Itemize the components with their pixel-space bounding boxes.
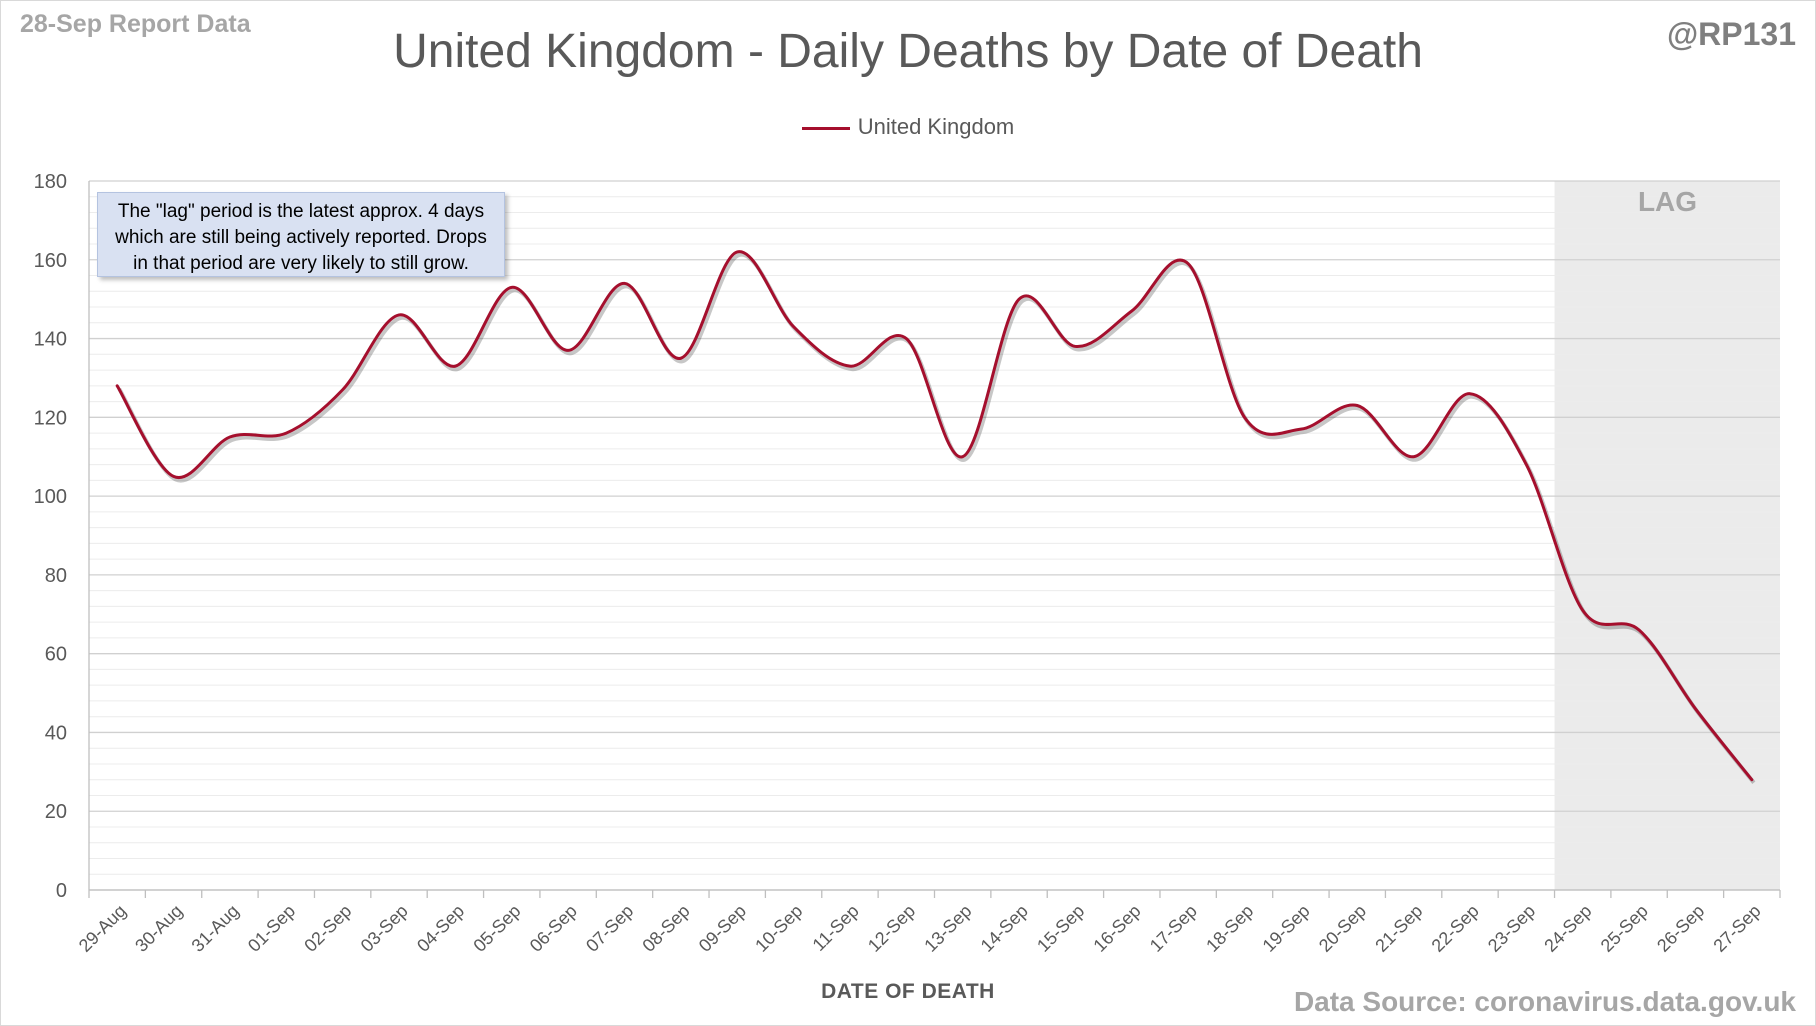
y-tick-label: 140	[34, 329, 67, 351]
x-axis-label: DATE OF DEATH	[821, 980, 995, 1003]
report-date-label: 28-Sep Report Data	[20, 10, 251, 38]
x-tick-label: 14-Sep	[977, 901, 1032, 956]
y-tick-label: 80	[45, 565, 67, 587]
x-tick-label: 10-Sep	[751, 901, 806, 956]
lag-label: LAG	[1637, 186, 1698, 217]
x-tick-label: 11-Sep	[809, 901, 863, 955]
y-tick-label: 180	[34, 171, 67, 193]
grid-lines	[89, 180, 1780, 891]
lag-note-box: The "lag" period is the latest approx. 4…	[97, 192, 505, 277]
x-tick-label: 03-Sep	[357, 901, 412, 956]
x-tick-label: 12-Sep	[864, 901, 919, 956]
x-tick-label: 20-Sep	[1315, 901, 1370, 956]
x-tick-label: 09-Sep	[695, 901, 750, 956]
legend-label: United Kingdom	[857, 114, 1015, 139]
x-tick-label: 26-Sep	[1653, 901, 1708, 956]
x-tick-label: 05-Sep	[469, 901, 524, 956]
y-tick-label: 60	[45, 644, 67, 666]
x-tick-label: 25-Sep	[1597, 901, 1652, 956]
x-tick-label: 23-Sep	[1484, 901, 1539, 956]
author-handle: @RP131	[1666, 16, 1796, 52]
y-tick-label: 0	[56, 880, 67, 902]
x-tick-label: 19-Sep	[1259, 901, 1314, 956]
x-tick-label: 17-Sep	[1146, 901, 1201, 956]
x-tick-label: 24-Sep	[1540, 901, 1595, 956]
x-tick-label: 02-Sep	[300, 901, 355, 956]
y-tick-label: 100	[34, 486, 67, 508]
x-tick-label: 22-Sep	[1428, 901, 1483, 956]
x-tick-label: 18-Sep	[1202, 901, 1257, 956]
x-tick-label: 27-Sep	[1709, 901, 1764, 956]
x-tick-label: 21-Sep	[1371, 901, 1426, 956]
series-line-shadow	[117, 252, 1756, 784]
x-tick-label: 29-Aug	[75, 901, 130, 956]
x-tick-label: 15-Sep	[1033, 901, 1088, 956]
axes	[88, 181, 1781, 898]
lag-region	[1554, 181, 1780, 890]
x-tick-label: 08-Sep	[638, 901, 693, 956]
y-axis-ticks: 0 20 40 60 80 100 120 140 160 180	[34, 171, 67, 902]
y-tick-label: 160	[34, 250, 67, 272]
note-line-2: which are still being actively reported.…	[115, 227, 487, 248]
series-line-united-kingdom	[115, 250, 1754, 782]
chart-legend: United Kingdom	[0, 114, 1816, 140]
note-line-1: The "lag" period is the latest approx. 4…	[117, 201, 485, 222]
y-tick-label: 120	[34, 407, 67, 429]
x-tick-label: 13-Sep	[920, 901, 975, 956]
x-tick-label: 31-Aug	[188, 901, 243, 956]
y-tick-label: 20	[45, 801, 67, 823]
note-line-3: in that period are very likely to still …	[133, 253, 469, 274]
x-tick-label: 01-Sep	[244, 901, 299, 956]
legend-swatch	[801, 126, 850, 130]
x-tick-label: 07-Sep	[582, 901, 637, 956]
x-tick-label: 04-Sep	[413, 901, 468, 956]
data-source: Data Source: coronavirus.data.gov.uk	[1293, 986, 1796, 1017]
x-tick-label: 30-Aug	[131, 901, 186, 956]
y-tick-label: 40	[45, 722, 67, 744]
x-axis-ticks: 29-Aug 30-Aug 31-Aug 01-Sep 02-Sep 03-Sep 04-S…	[75, 901, 1765, 956]
x-tick-label: 16-Sep	[1089, 901, 1144, 956]
x-tick-label: 06-Sep	[526, 901, 581, 956]
chart-title: United Kingdom - Daily Deaths by Date of…	[393, 25, 1423, 78]
